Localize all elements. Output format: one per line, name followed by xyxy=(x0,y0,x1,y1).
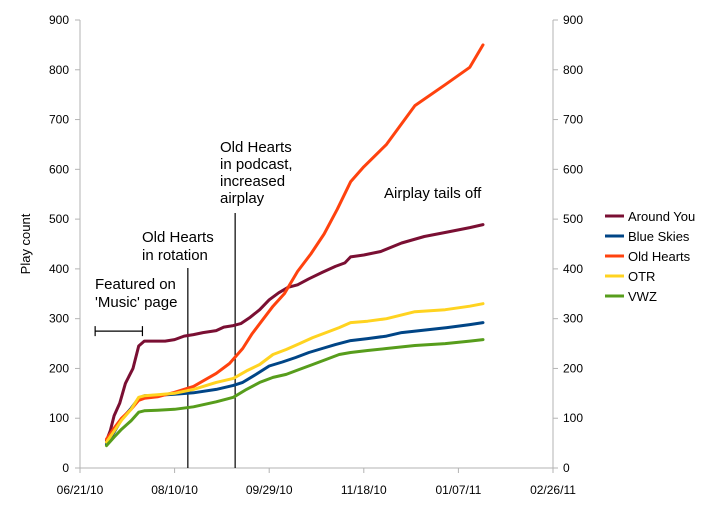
series-line-old-hearts xyxy=(105,43,485,441)
x-tick-label: 09/29/10 xyxy=(246,483,293,497)
y-tick-label-left: 700 xyxy=(49,113,69,127)
annotation-text: Airplay tails off xyxy=(384,185,482,202)
chart-legend: Around You Blue Skies Old Hearts OTR VWZ xyxy=(605,209,695,304)
annotation-text: increased xyxy=(220,173,285,190)
y-tick-label-right: 800 xyxy=(563,63,583,77)
series-line-vwz xyxy=(105,338,485,448)
y-tick-label-right: 200 xyxy=(563,361,583,375)
annotation-text: in rotation xyxy=(142,247,208,264)
y-tick-label-right: 300 xyxy=(563,312,583,326)
y-tick-label-left: 100 xyxy=(49,411,69,425)
y-tick-label-left: 500 xyxy=(49,212,69,226)
series-line-around-you xyxy=(105,223,485,443)
y-tick-label-right: 100 xyxy=(563,411,583,425)
event-markers xyxy=(94,213,236,468)
y-tick-label-right: 900 xyxy=(563,13,583,27)
y-axis-title: Play count xyxy=(18,213,33,274)
y-tick-label-right: 600 xyxy=(563,162,583,176)
annotation-text: airplay xyxy=(220,190,265,207)
y-tick-label-right: 400 xyxy=(563,262,583,276)
legend-label: Blue Skies xyxy=(628,229,690,244)
y-tick-label-left: 200 xyxy=(49,361,69,375)
y-tick-label-right: 500 xyxy=(563,212,583,226)
y-tick-label-left: 0 xyxy=(62,461,69,475)
series-line-otr xyxy=(105,302,485,444)
y-tick-label-right: 700 xyxy=(563,113,583,127)
annotation-text: Featured on xyxy=(95,276,176,293)
y-tick-label-left: 400 xyxy=(49,262,69,276)
y-tick-label-left: 600 xyxy=(49,162,69,176)
y-tick-label-left: 800 xyxy=(49,63,69,77)
legend-label: VWZ xyxy=(628,289,657,304)
legend-label: Old Hearts xyxy=(628,249,691,264)
x-tick-label: 02/26/11 xyxy=(530,483,576,497)
annotation-text: Old Hearts xyxy=(220,139,292,156)
x-tick-label: 11/18/10 xyxy=(341,483,387,497)
y-tick-label-right: 0 xyxy=(563,461,570,475)
chart-series xyxy=(105,43,485,448)
annotation-text: 'Music' page xyxy=(95,294,177,311)
x-tick-label: 08/10/10 xyxy=(151,483,198,497)
legend-label: Around You xyxy=(628,209,695,224)
legend-label: OTR xyxy=(628,269,655,284)
chart-axes: 0 0 100 100 200 200 300 300 400 400 500 500 600 600 70… xyxy=(18,13,583,497)
annotation-text: in podcast, xyxy=(220,156,293,173)
y-tick-label-left: 300 xyxy=(49,312,69,326)
x-tick-label: 01/07/11 xyxy=(435,483,481,497)
x-tick-label: 06/21/10 xyxy=(57,483,104,497)
y-tick-label-left: 900 xyxy=(49,13,69,27)
annotation-text: Old Hearts xyxy=(142,229,214,246)
